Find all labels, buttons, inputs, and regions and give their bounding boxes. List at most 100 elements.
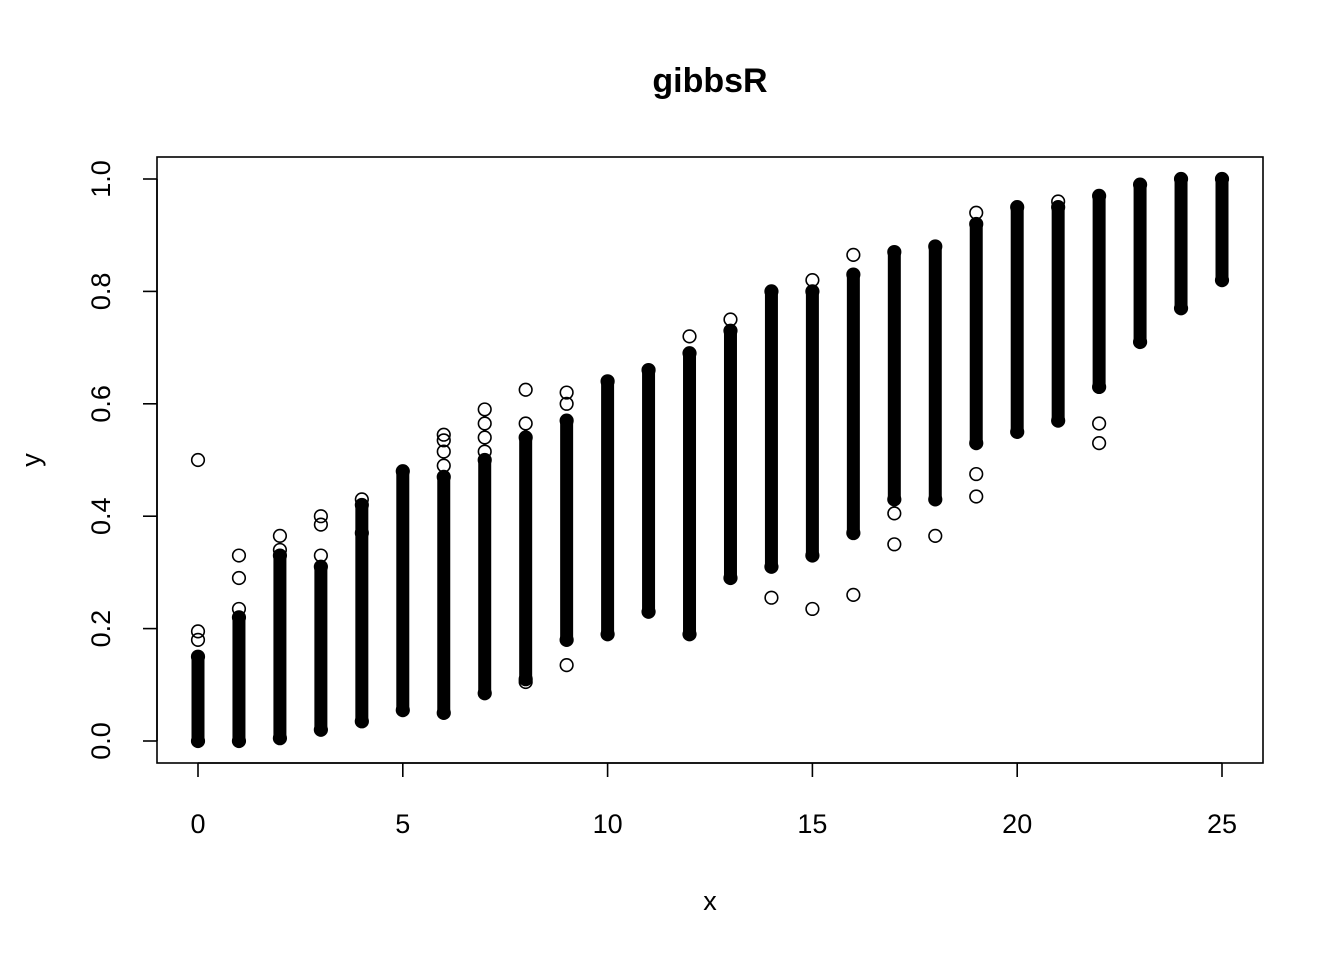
data-point: [190, 624, 206, 639]
data-point: [354, 525, 369, 541]
data-point: [354, 714, 369, 729]
data-point: [600, 627, 615, 642]
x-tick-label: 5: [395, 809, 410, 839]
data-point: [231, 548, 247, 563]
data-point: [477, 452, 492, 468]
data-point: [395, 702, 410, 718]
data-point: [436, 427, 451, 442]
data-point: [846, 587, 861, 602]
data-point: [1173, 301, 1189, 316]
x-axis: 0 5 10 15 20 25: [190, 762, 1237, 839]
data-point: [805, 273, 820, 288]
data-point: [969, 466, 984, 482]
data-point: [887, 492, 902, 507]
data-point: [1092, 436, 1107, 451]
data-point: [313, 722, 328, 737]
data-point: [559, 632, 574, 647]
data-point: [1092, 379, 1107, 395]
data-point: [436, 433, 451, 448]
data-point: [436, 705, 451, 721]
data-point: [477, 686, 492, 701]
data-point: [190, 632, 206, 647]
data-point: [641, 604, 656, 619]
data-point: [928, 239, 943, 254]
data-point: [190, 649, 206, 664]
data-point: [559, 385, 574, 400]
data-point: [887, 244, 902, 260]
data-point: [354, 497, 369, 513]
data-point: [477, 430, 492, 445]
data-point: [846, 267, 861, 282]
data-point: [477, 444, 492, 459]
data-point: [354, 492, 369, 507]
data-point: [436, 444, 451, 459]
data-point: [477, 402, 492, 417]
data-point: [436, 458, 451, 473]
data-point: [969, 205, 984, 220]
x-tick-label: 15: [797, 809, 827, 839]
data-point: [190, 452, 206, 468]
data-point: [600, 374, 615, 389]
data-point: [764, 559, 779, 574]
data-point: [1051, 413, 1066, 428]
data-point: [846, 247, 861, 262]
data-point: [928, 528, 943, 543]
y-axis-label: y: [16, 453, 46, 467]
x-tick-label: 10: [593, 809, 623, 839]
data-point: [231, 610, 247, 625]
data-point: [272, 528, 288, 543]
data-point: [190, 733, 206, 749]
data-point: [559, 658, 574, 673]
data-point: [969, 436, 984, 451]
data-point: [805, 601, 820, 617]
data-point: [559, 413, 574, 428]
data-point: [518, 382, 533, 397]
data-point: [805, 548, 820, 563]
data-point: [477, 416, 492, 431]
data-point: [641, 362, 656, 378]
y-tick-label: 0.2: [86, 610, 116, 648]
data-point: [559, 396, 574, 411]
data-point: [723, 312, 738, 327]
chart-title: gibbsR: [652, 62, 767, 100]
data-point: [1214, 171, 1230, 187]
data-point: [518, 430, 533, 445]
data-point: [436, 469, 451, 484]
data-point: [764, 284, 779, 299]
data-points: [190, 171, 1230, 749]
data-point: [723, 323, 738, 338]
x-tick-label: 20: [1002, 809, 1032, 839]
y-tick-label: 0.0: [86, 722, 116, 760]
point-bands: [191, 172, 1229, 748]
data-point: [682, 346, 697, 361]
data-point: [313, 548, 328, 563]
data-point: [1010, 424, 1025, 440]
y-tick-label: 0.8: [86, 273, 116, 311]
x-axis-label: x: [703, 886, 717, 916]
data-point: [846, 525, 861, 541]
data-point: [395, 464, 410, 479]
data-point: [764, 590, 779, 605]
data-point: [887, 537, 902, 552]
x-tick-label: 25: [1207, 809, 1237, 839]
data-point: [1173, 171, 1189, 187]
data-point: [231, 733, 247, 749]
data-point: [313, 509, 328, 524]
data-point: [1051, 194, 1066, 209]
data-point: [272, 731, 288, 746]
y-tick-label: 1.0: [86, 160, 116, 198]
data-point: [231, 570, 247, 586]
data-point: [682, 627, 697, 642]
data-point: [887, 506, 902, 521]
data-point: [272, 542, 288, 558]
y-tick-label: 0.6: [86, 385, 116, 423]
data-point: [1092, 416, 1107, 431]
data-point: [1132, 177, 1148, 192]
data-point: [969, 216, 984, 232]
x-tick-label: 0: [190, 809, 205, 839]
data-point: [723, 570, 738, 586]
data-point: [231, 601, 247, 617]
data-point: [313, 559, 328, 574]
data-point: [928, 492, 943, 507]
